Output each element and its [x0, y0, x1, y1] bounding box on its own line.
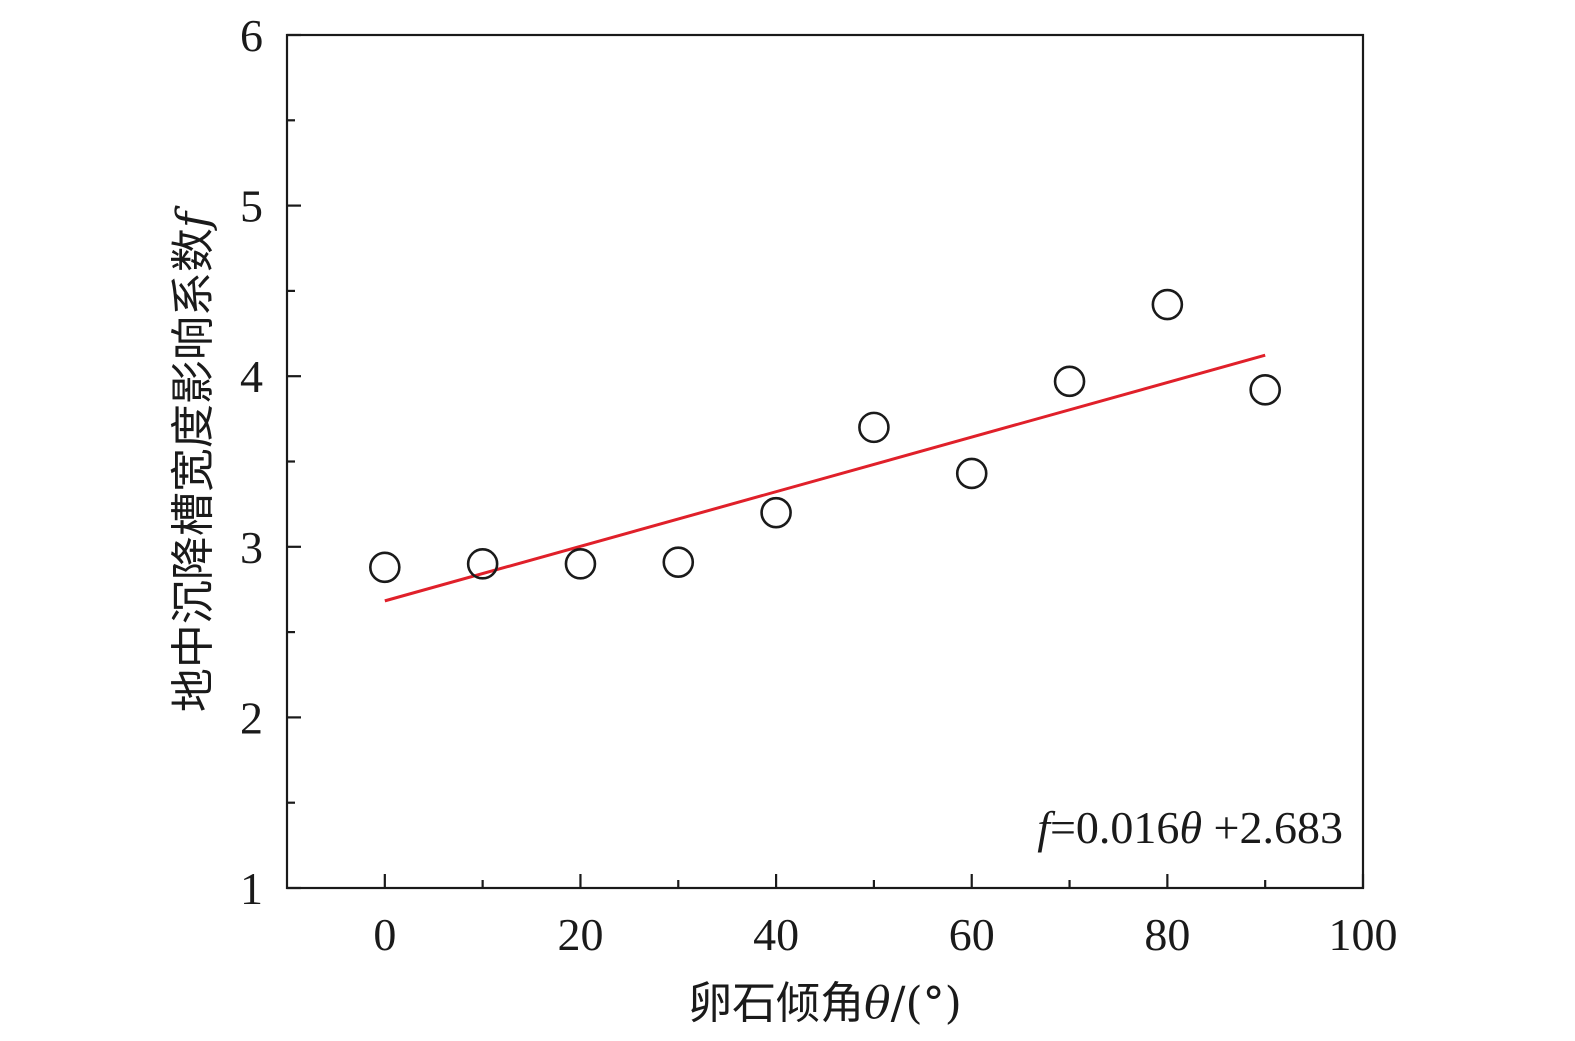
data-point-3 — [662, 546, 695, 578]
data-point-4 — [760, 496, 792, 529]
data-point-0 — [369, 551, 401, 584]
data-point-1 — [466, 548, 499, 580]
y-tick-label-5: 6 — [240, 10, 263, 61]
x-axis-title: 卵石倾角θ/(°) — [688, 978, 962, 1029]
x-tick-label-4: 80 — [1144, 909, 1190, 960]
y-axis-tick-labels: 1 2 3 4 5 6 — [240, 10, 263, 914]
y-tick-label-1: 2 — [240, 692, 263, 743]
fit-equation-var: θ — [1179, 802, 1202, 853]
fit-equation-rhs: +2.683 — [1202, 802, 1343, 853]
x-axis-tick-labels: 0 20 40 60 80 100 — [373, 909, 1397, 960]
x-axis-title-prefix: 卵石倾角 — [688, 978, 864, 1029]
data-point-7 — [1053, 365, 1086, 398]
data-point-5 — [858, 411, 890, 444]
x-axis-title-suffix: /(°) — [891, 978, 962, 1029]
y-tick-label-0: 1 — [240, 863, 263, 914]
x-axis-title-symbol: θ — [864, 978, 891, 1029]
y-tick-label-3: 4 — [240, 351, 263, 402]
x-tick-label-3: 60 — [949, 909, 995, 960]
fit-equation-middle: =0.016 — [1050, 802, 1179, 853]
fit-line — [384, 353, 1266, 603]
fit-equation: f=0.016θ +2.683 — [1037, 802, 1343, 853]
x-axis-ticks — [383, 874, 1365, 888]
data-points — [369, 288, 1281, 584]
x-tick-label-0: 0 — [373, 909, 396, 960]
y-axis-title-symbol: f — [168, 205, 219, 231]
data-point-6 — [955, 457, 988, 490]
data-point-8 — [1151, 288, 1184, 321]
data-point-2 — [564, 548, 597, 580]
y-axis-title-prefix: 地中沉降槽宽度影响系数 — [168, 228, 219, 712]
plot-frame — [285, 33, 1365, 890]
y-tick-label-4: 5 — [240, 181, 263, 232]
y-axis-ticks — [287, 33, 301, 890]
data-point-9 — [1249, 374, 1281, 406]
x-tick-label-1: 20 — [557, 909, 603, 960]
x-tick-label-5: 100 — [1329, 909, 1398, 960]
x-tick-label-2: 40 — [753, 909, 799, 960]
y-axis-title: 地中沉降槽宽度影响系数f — [168, 205, 219, 712]
y-tick-label-2: 3 — [240, 522, 263, 573]
